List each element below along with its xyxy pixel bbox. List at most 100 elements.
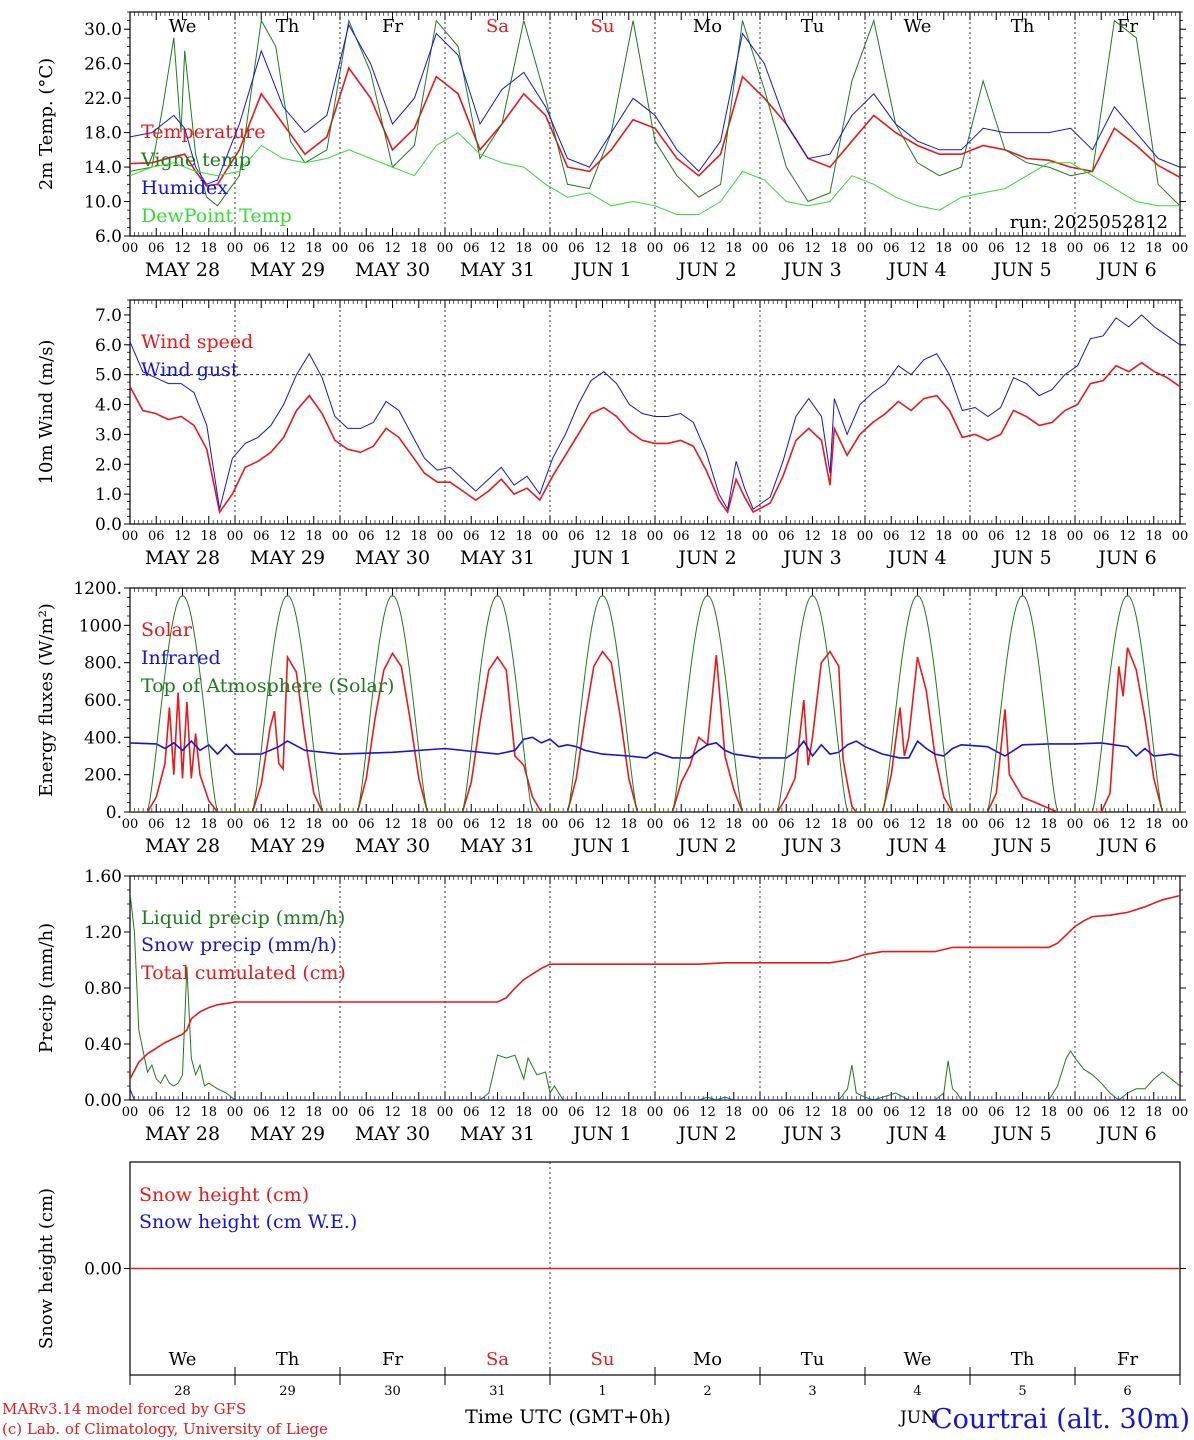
x-hour-label: 12: [1119, 817, 1136, 832]
x-date-label: JUN 4: [886, 547, 946, 569]
y-tick-label: 6.0: [95, 227, 122, 247]
day-name: Su: [591, 1349, 615, 1370]
day-name: We: [169, 1349, 197, 1370]
x-hour-label: 18: [830, 1105, 847, 1120]
y-tick-label: 0.00: [84, 1091, 122, 1111]
legend-entry: Wind speed: [141, 331, 253, 353]
y-axis-title: Energy fluxes (W/m²): [36, 603, 57, 797]
x-hour-label: 12: [279, 529, 296, 544]
x-date-label: JUN 1: [571, 547, 631, 569]
x-date-label: MAY 30: [355, 835, 430, 857]
x-hour-label: 18: [830, 529, 847, 544]
y-tick-label: 6.0: [95, 336, 122, 356]
x-date-label: JUN 3: [781, 835, 841, 857]
x-hour-label: 06: [568, 817, 585, 832]
day-name: Tu: [801, 1349, 825, 1370]
x-hour-label: 00: [437, 529, 454, 544]
legend-entry: Top of Atmosphere (Solar): [141, 675, 394, 697]
y-axis-title: 2m Temp. (°C): [36, 58, 57, 190]
x-date-label: JUN 3: [781, 259, 841, 281]
day-name: Th: [1011, 16, 1035, 37]
x-date-label: JUN 5: [991, 835, 1051, 857]
y-tick-label: 30.0: [84, 20, 122, 40]
x-hour-label: 06: [358, 817, 375, 832]
x-hour-label: 12: [804, 817, 821, 832]
x-hour-label: 00: [647, 241, 664, 256]
series-line-dewpoint-temp: [130, 131, 1180, 215]
x-hour-label: 00: [1172, 817, 1189, 832]
x-hour-label: 00: [962, 529, 979, 544]
day-name: Mo: [693, 16, 722, 37]
x-date-label: MAY 28: [145, 547, 220, 569]
x-hour-label: 06: [463, 1105, 480, 1120]
x-hour-label: 18: [1145, 817, 1162, 832]
x-hour-label: 12: [1014, 817, 1031, 832]
x-hour-label: 00: [1067, 529, 1084, 544]
x-hour-label: 06: [883, 529, 900, 544]
x-hour-label: 12: [489, 817, 506, 832]
x-hour-label: 12: [279, 1105, 296, 1120]
x-hour-label: 06: [358, 1105, 375, 1120]
day-name: Mo: [693, 1349, 722, 1370]
x-axis-title: Time UTC (GMT+0h): [465, 1406, 671, 1428]
x-hour-label: 00: [122, 817, 139, 832]
x-hour-label: 18: [1040, 529, 1057, 544]
footer: MARv3.14 model forced by GFS (c) Lab. of…: [2, 1400, 1190, 1438]
x-hour-label: 18: [1145, 529, 1162, 544]
x-hour-label: 06: [253, 1105, 270, 1120]
x-date-label: JUN 3: [781, 1123, 841, 1145]
x-hour-label: 00: [1067, 241, 1084, 256]
x-date-label: JUN 5: [991, 1123, 1051, 1145]
x-hour-label: 00: [1172, 1105, 1189, 1120]
x-hour-label: 00: [542, 817, 559, 832]
x-date-label: MAY 31: [460, 835, 535, 857]
legend-entry: Snow height (cm): [139, 1184, 309, 1206]
x-hour-label: 12: [594, 529, 611, 544]
y-axis-title: 10m Wind (m/s): [36, 340, 57, 485]
x-hour-label: 00: [752, 241, 769, 256]
x-hour-label: 00: [332, 1105, 349, 1120]
x-hour-label: 06: [253, 817, 270, 832]
x-hour-label: 12: [489, 529, 506, 544]
y-tick-label: 1.60: [84, 867, 122, 887]
x-date-label: JUN 2: [676, 1123, 736, 1145]
x-hour-label: 12: [1014, 1105, 1031, 1120]
x-hour-label: 00: [647, 1105, 664, 1120]
x-hour-label: 12: [174, 241, 191, 256]
x-hour-label: 12: [594, 817, 611, 832]
x-date-label: JUN 1: [571, 259, 631, 281]
x-hour-label: 06: [358, 529, 375, 544]
x-hour-label: 18: [725, 529, 742, 544]
x-hour-label: 06: [673, 241, 690, 256]
x-date-label: MAY 30: [355, 547, 430, 569]
x-hour-label: 06: [1093, 529, 1110, 544]
x-hour-label: 00: [962, 1105, 979, 1120]
day-name: Fr: [382, 16, 403, 37]
x-hour-label: 06: [148, 817, 165, 832]
x-hour-label: 18: [830, 817, 847, 832]
y-tick-label: 7.0: [95, 306, 122, 326]
y-tick-label: 14.0: [84, 158, 122, 178]
x-date-label: MAY 31: [460, 547, 535, 569]
month-label: JUN: [898, 1408, 936, 1428]
x-hour-label: 00: [227, 1105, 244, 1120]
x-hour-label: 00: [1172, 241, 1189, 256]
day-name: Th: [276, 1349, 300, 1370]
x-hour-label: 00: [857, 241, 874, 256]
day-name: Th: [1011, 1349, 1035, 1370]
x-day-number: 5: [1018, 1384, 1026, 1399]
x-hour-label: 12: [909, 1105, 926, 1120]
x-hour-label: 00: [122, 1105, 139, 1120]
legend-entry: Wind gust: [141, 359, 239, 381]
x-hour-label: 06: [883, 1105, 900, 1120]
series-line-humidex: [130, 23, 1180, 185]
legend-entry: Solar: [141, 619, 193, 641]
panel-wind: 0.0 1.0 2.0 3.0 4.0 5.0 6.0 7.0 10m Wind (m/s) 00…: [36, 299, 1188, 569]
x-hour-label: 18: [620, 241, 637, 256]
y-tick-label: 1000: [79, 616, 122, 636]
day-name: We: [169, 16, 197, 37]
x-hour-label: 18: [200, 1105, 217, 1120]
series-line-temperature: [130, 66, 1180, 187]
x-hour-label: 18: [725, 1105, 742, 1120]
x-date-label: MAY 30: [355, 1123, 430, 1145]
